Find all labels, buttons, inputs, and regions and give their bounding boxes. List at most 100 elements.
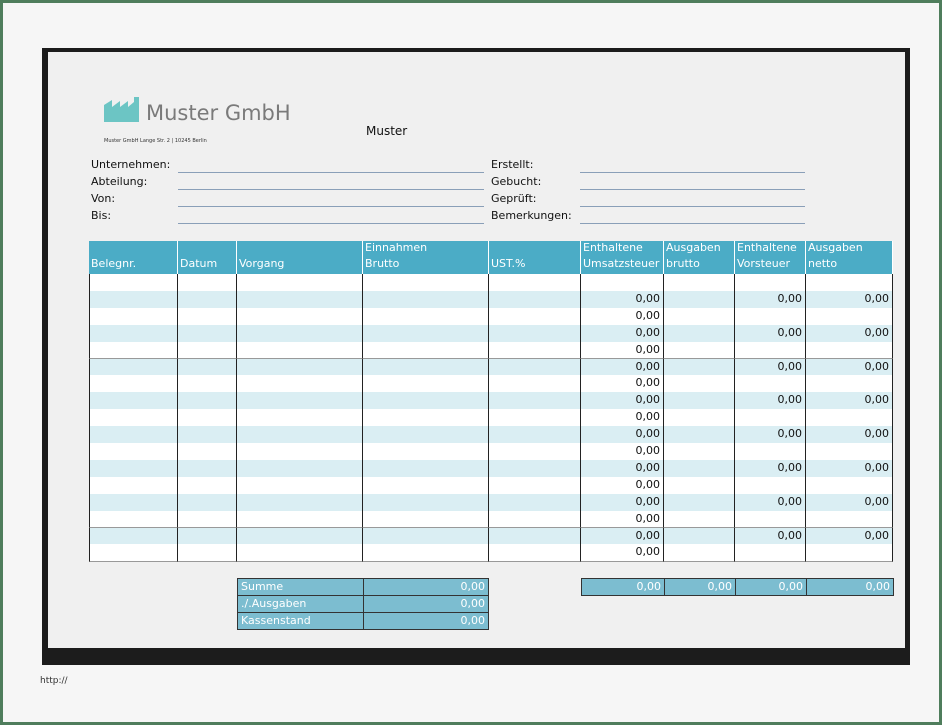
table-cell: 0,00	[806, 324, 893, 343]
table-cell: 0,00	[581, 358, 664, 377]
table-cell	[237, 527, 363, 546]
table-cell	[489, 443, 581, 461]
table-cell: 0,00	[806, 459, 893, 478]
table-cell: 0,00	[735, 493, 806, 512]
table-cell	[806, 510, 893, 529]
table-cell	[664, 307, 735, 326]
table-cell	[89, 459, 178, 478]
header-text: Datum	[180, 257, 218, 270]
table-cell	[89, 409, 178, 428]
table-cell	[489, 527, 581, 546]
table-cell	[89, 375, 178, 394]
table-cell: 0,00	[581, 375, 664, 394]
table-cell	[178, 510, 237, 529]
table-cell	[489, 358, 581, 377]
summary-value: 0,00	[363, 595, 489, 613]
table-cell	[664, 493, 735, 512]
table-cell	[363, 493, 489, 512]
table-cell	[237, 307, 363, 326]
table-cell	[664, 476, 735, 495]
table-cell	[237, 426, 363, 444]
table-cell	[489, 324, 581, 343]
table-cell: 0,00	[581, 476, 664, 495]
table-cell	[237, 290, 363, 309]
table-cell	[735, 443, 806, 461]
table-cell	[806, 544, 893, 563]
table-cell	[237, 375, 363, 394]
summary-value: 0,00	[363, 578, 489, 596]
table-cell	[237, 493, 363, 512]
table-cell: 0,00	[735, 426, 806, 444]
header-cell: Enthaltene Vorsteuer	[735, 241, 806, 274]
table-cell	[178, 358, 237, 377]
table-cell: 0,00	[581, 443, 664, 461]
field-label: Geprüft:	[491, 192, 537, 205]
header-cell: Datum	[178, 241, 237, 274]
table-cell: 0,00	[581, 307, 664, 326]
table-cell	[178, 274, 237, 292]
field-label: Von:	[91, 192, 116, 205]
field-line	[580, 172, 805, 173]
table-cell	[237, 392, 363, 411]
table-cell: 0,00	[581, 459, 664, 478]
header-cell: Enthaltene Umsatzsteuer	[581, 241, 664, 274]
table-cell	[237, 358, 363, 377]
header-text: Enthaltene	[583, 241, 643, 254]
table-cell	[237, 324, 363, 343]
header-cell: Belegnr.	[89, 241, 178, 274]
table-cell: 0,00	[581, 409, 664, 428]
field-label: Bis:	[91, 209, 112, 222]
table-cell	[178, 443, 237, 461]
summary-label: ./.Ausgaben	[237, 595, 364, 613]
table-cell: 0,00	[735, 527, 806, 546]
table-cell	[735, 476, 806, 495]
header-text: Umsatzsteuer	[583, 257, 660, 270]
table-cell	[363, 409, 489, 428]
table-cell: 0,00	[735, 358, 806, 377]
table-cell	[735, 409, 806, 428]
header-cell: Einnahmen Brutto	[363, 241, 489, 274]
table-cell	[89, 544, 178, 563]
field-line	[580, 223, 805, 224]
table-cell	[664, 443, 735, 461]
table-cell	[237, 544, 363, 563]
table-cell	[664, 392, 735, 411]
table-cell	[237, 459, 363, 478]
table-cell	[363, 358, 489, 377]
table-cell	[178, 544, 237, 563]
table-cell	[363, 307, 489, 326]
field-line	[580, 206, 805, 207]
table-cell	[237, 443, 363, 461]
table-cell	[664, 324, 735, 343]
table-cell	[178, 290, 237, 309]
summary-value: 0,00	[363, 612, 489, 630]
table-cell	[489, 392, 581, 411]
table-cell	[89, 341, 178, 360]
table-cell	[89, 358, 178, 377]
header-text: Vorgang	[239, 257, 285, 270]
table-cell	[806, 443, 893, 461]
table-cell	[178, 307, 237, 326]
summary-total: 0,00	[664, 578, 736, 596]
logo-icon	[104, 97, 139, 122]
field-label: Gebucht:	[491, 175, 542, 188]
table-cell	[89, 527, 178, 546]
table-cell	[664, 358, 735, 377]
table-cell	[735, 544, 806, 563]
table-cell	[89, 426, 178, 444]
table-cell: 0,00	[581, 341, 664, 360]
table-cell	[178, 375, 237, 394]
table-cell	[664, 459, 735, 478]
table-cell: 0,00	[806, 290, 893, 309]
table-cell	[735, 274, 806, 292]
table-cell	[806, 375, 893, 394]
field-label: Unternehmen:	[91, 158, 171, 171]
table-cell	[664, 527, 735, 546]
table-cell	[89, 290, 178, 309]
table-cell	[806, 341, 893, 360]
field-line	[178, 223, 484, 224]
header-text: Ausgaben	[808, 241, 863, 254]
field-line	[580, 189, 805, 190]
table-cell	[489, 476, 581, 495]
